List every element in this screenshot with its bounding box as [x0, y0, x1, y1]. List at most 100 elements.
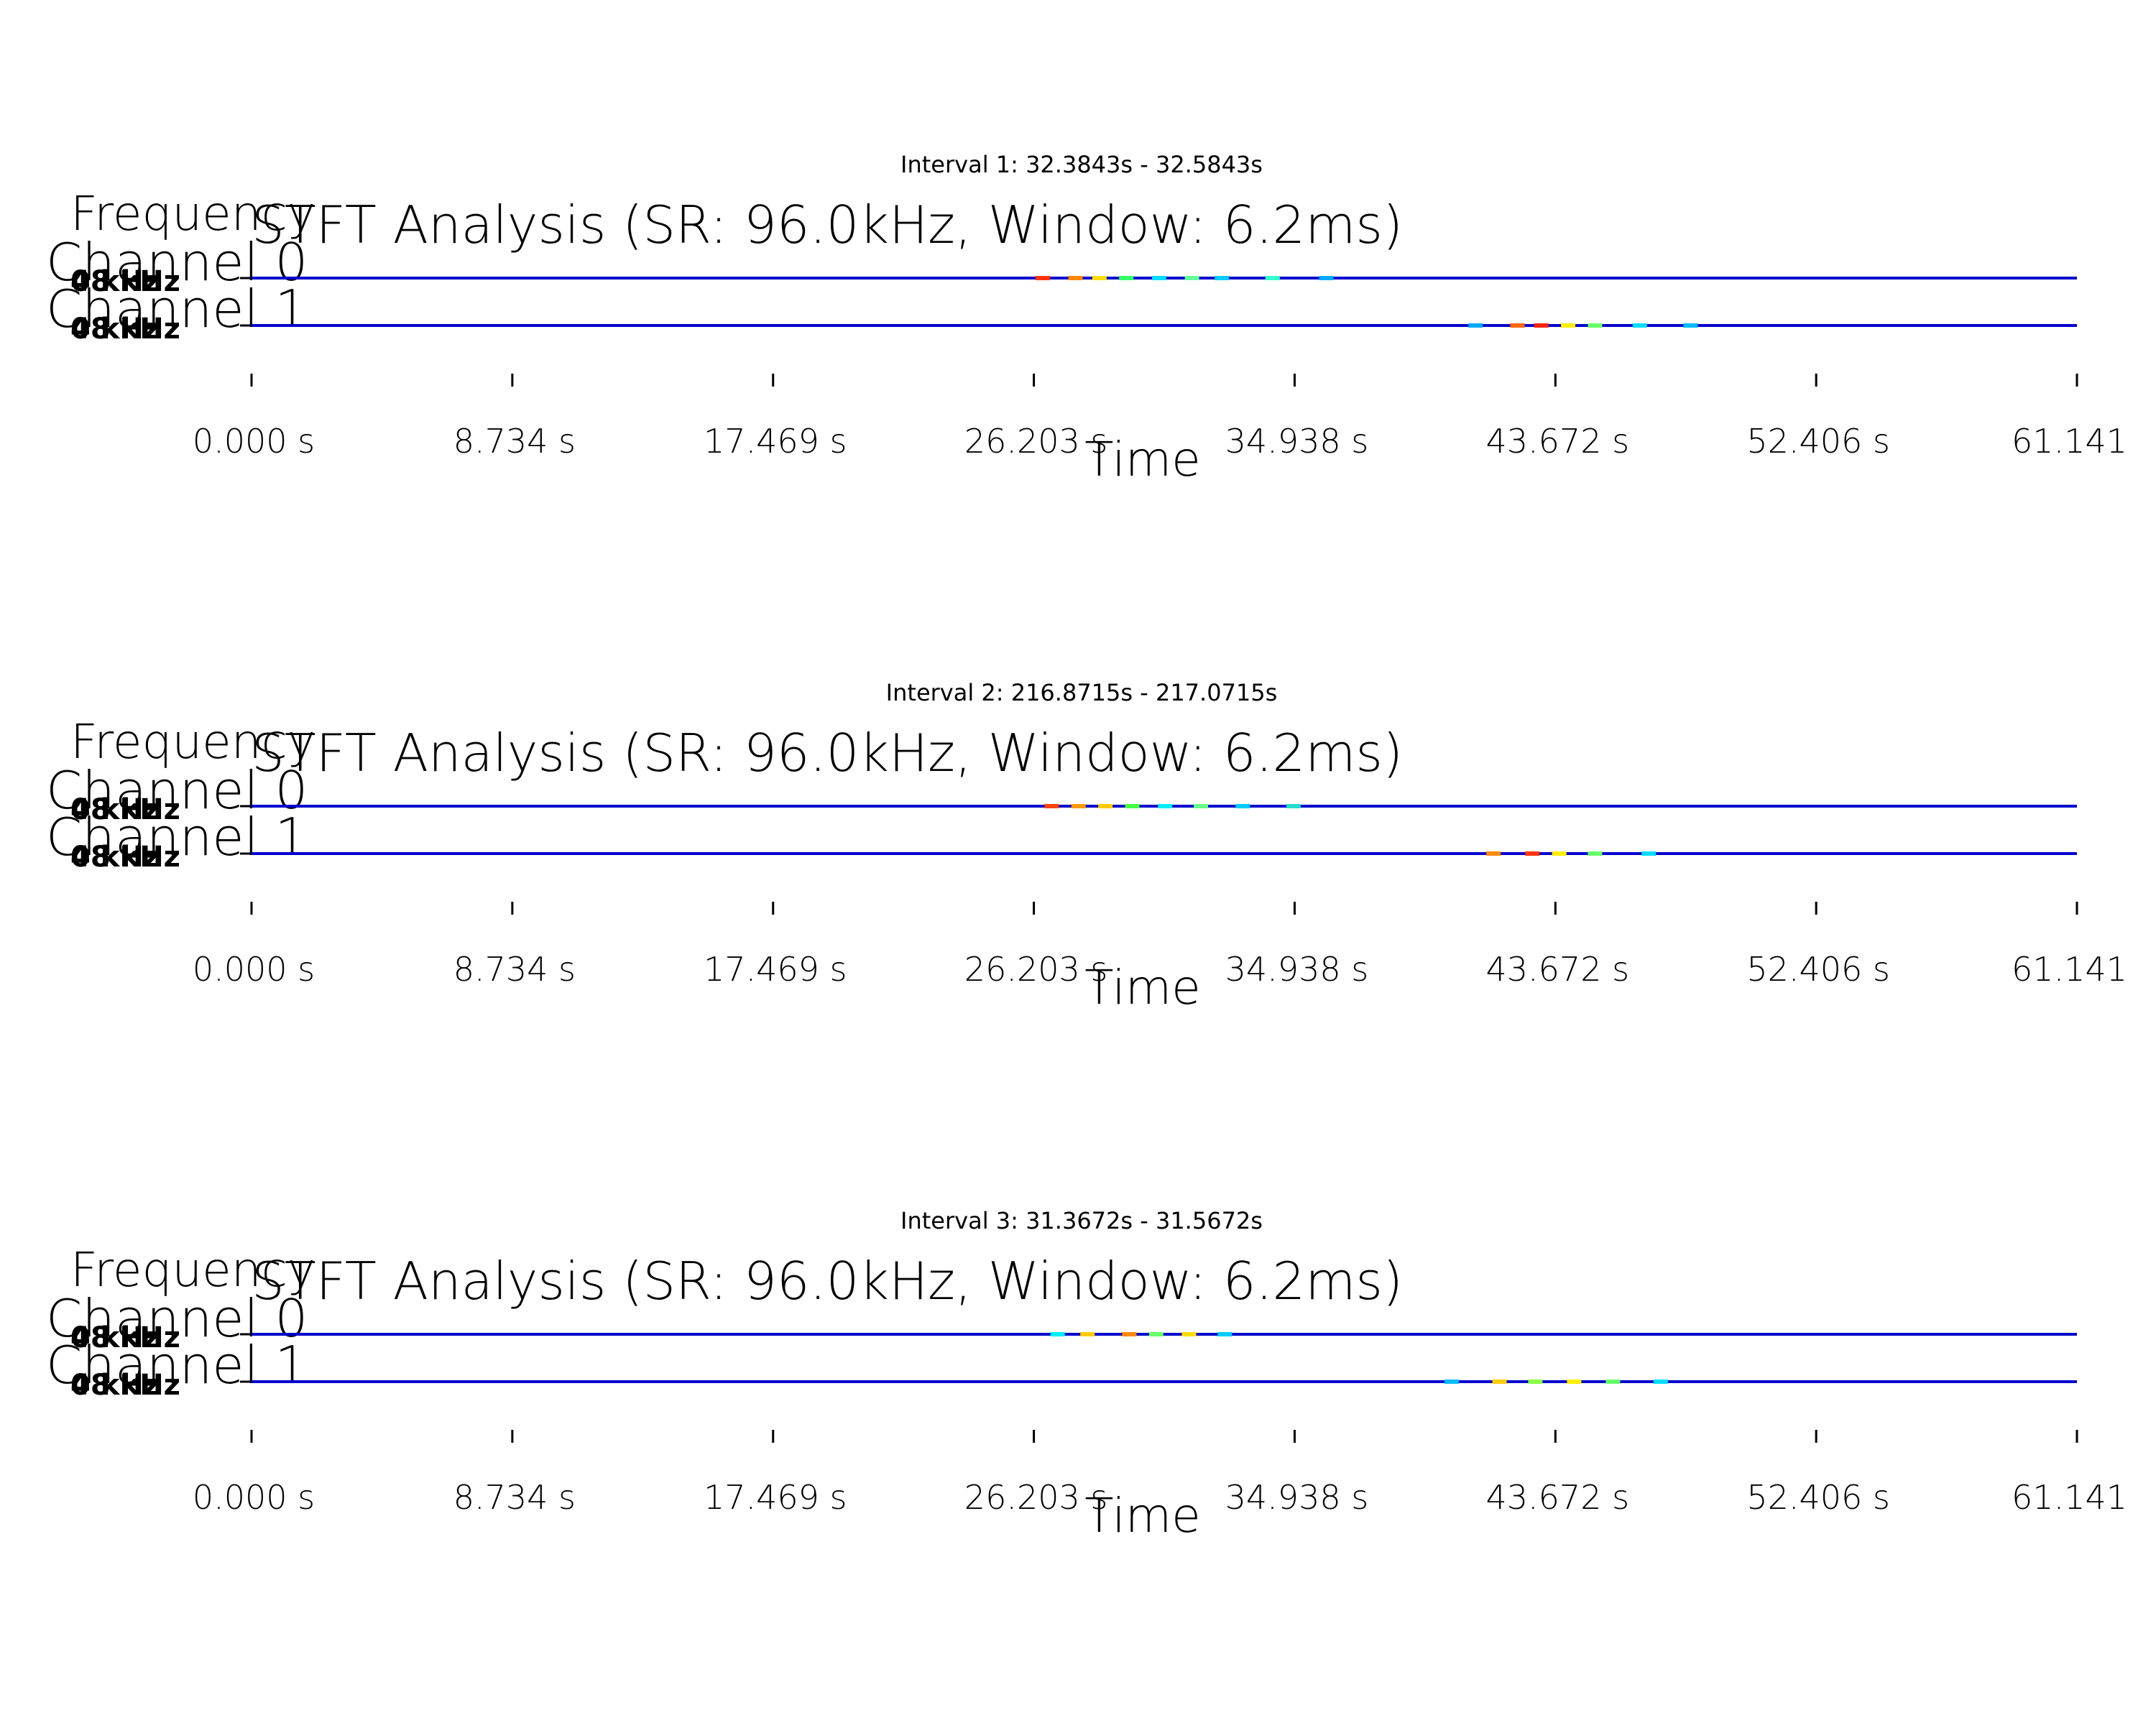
spectral-energy-mark	[1552, 851, 1567, 856]
frequency-tick-label: 0 kHz	[70, 313, 160, 346]
spectral-energy-mark	[1122, 1332, 1137, 1336]
spectral-energy-mark	[1235, 804, 1250, 808]
spectral-energy-mark	[1098, 804, 1113, 808]
frequency-tick-label: 0 kHz	[70, 265, 160, 298]
spectral-energy-mark	[1445, 1380, 1460, 1384]
chart-title: STFT Analysis (SR: 96.0kHz, Window: 6.2m…	[252, 195, 1403, 255]
spectral-energy-mark	[1044, 804, 1059, 808]
x-tick-label: 8.734 s	[453, 950, 576, 989]
x-tick-label: 0.000 s	[193, 422, 315, 461]
spectral-energy-mark	[1588, 323, 1603, 328]
spectral-energy-mark	[1525, 851, 1540, 856]
y-axis-label: Frequency	[70, 1242, 315, 1298]
spectral-energy-mark	[1148, 1332, 1164, 1336]
spectral-energy-mark	[1125, 804, 1140, 808]
spectral-energy-mark	[1683, 323, 1698, 328]
spectral-energy-mark	[1158, 804, 1173, 808]
spectral-energy-mark	[1319, 276, 1334, 280]
frequency-tick-label: 0 kHz	[70, 841, 160, 874]
channel-label: Channel 0	[46, 760, 308, 821]
channel-label: Channel 0	[46, 1288, 308, 1349]
x-tick-label: 43.672 s	[1486, 1478, 1630, 1517]
interval-title: Interval 2: 216.8715s - 217.0715s	[886, 679, 1278, 706]
x-tick-label: 43.672 s	[1486, 422, 1630, 461]
spectral-energy-mark	[1492, 1380, 1507, 1384]
spectral-energy-mark	[1632, 323, 1647, 328]
chart-title: STFT Analysis (SR: 96.0kHz, Window: 6.2m…	[252, 1251, 1403, 1311]
x-axis-label: Time	[1084, 432, 1201, 487]
spectral-energy-mark	[1215, 276, 1230, 280]
frequency-tick-label: 0 kHz	[70, 793, 160, 826]
x-tick-label: 34.938 s	[1225, 422, 1369, 461]
frequency-tick-label: 0 kHz	[70, 1369, 160, 1402]
spectral-energy-mark	[1653, 1380, 1668, 1384]
frequency-tick-label: 48 kHz	[70, 313, 180, 346]
spectral-energy-mark	[1151, 276, 1166, 280]
x-tick-label: 17.469 s	[704, 950, 847, 989]
channel-label: Channel 1	[46, 807, 308, 867]
channel-label: Channel 0	[46, 232, 308, 292]
chart-panel-2: Interval 2: 216.8715s - 217.0715s STFT An…	[46, 679, 2127, 1015]
spectral-energy-mark	[1534, 323, 1549, 328]
spectral-energy-mark	[1561, 323, 1576, 328]
x-tick-label: 8.734 s	[453, 422, 576, 461]
y-axis-label: Frequency	[70, 186, 315, 241]
x-tick-label: 17.469 s	[704, 1478, 847, 1517]
chart-title: STFT Analysis (SR: 96.0kHz, Window: 6.2m…	[252, 723, 1403, 783]
spectral-energy-mark	[1184, 276, 1199, 280]
chart-panel-1: Interval 1: 32.3843s - 32.5843s STFT Anal…	[46, 151, 2127, 487]
spectral-energy-mark	[1050, 1332, 1065, 1336]
x-tick-label: 52.406 s	[1746, 422, 1890, 461]
x-axis-label: Time	[1084, 960, 1201, 1015]
frequency-tick-label: 48 kHz	[70, 265, 180, 298]
spectral-energy-mark	[1035, 276, 1050, 280]
x-tick-label: 34.938 s	[1225, 1478, 1369, 1517]
y-axis-label: Frequency	[70, 714, 315, 770]
x-tick-label: 61.141	[2012, 1478, 2127, 1517]
x-tick-label: 17.469 s	[704, 422, 847, 461]
frequency-tick-label: 48 kHz	[70, 841, 180, 874]
x-tick-label: 26.203 s	[964, 1478, 1108, 1517]
spectral-energy-mark	[1567, 1380, 1582, 1384]
x-tick-label: 61.141	[2012, 950, 2127, 989]
spectral-energy-mark	[1194, 804, 1209, 808]
x-tick-label: 52.406 s	[1746, 950, 1890, 989]
spectral-energy-mark	[1468, 323, 1483, 328]
spectral-energy-mark	[1286, 804, 1301, 808]
spectral-energy-mark	[1068, 276, 1083, 280]
spectral-energy-mark	[1588, 851, 1603, 856]
spectral-energy-mark	[1080, 1332, 1095, 1336]
interval-title: Interval 3: 31.3672s - 31.5672s	[900, 1207, 1263, 1234]
x-tick-label: 52.406 s	[1746, 1478, 1890, 1517]
frequency-tick-label: 48 kHz	[70, 1369, 180, 1402]
interval-title: Interval 1: 32.3843s - 32.5843s	[900, 151, 1263, 178]
x-tick-label: 8.734 s	[453, 1478, 576, 1517]
chart-panel-3: Interval 3: 31.3672s - 31.5672s STFT Anal…	[46, 1207, 2127, 1543]
spectral-energy-mark	[1606, 1380, 1621, 1384]
x-tick-label: 26.203 s	[964, 422, 1108, 461]
x-tick-label: 26.203 s	[964, 950, 1108, 989]
x-tick-label: 0.000 s	[193, 950, 315, 989]
x-axis-label: Time	[1084, 1488, 1201, 1543]
spectral-energy-mark	[1510, 323, 1525, 328]
spectral-energy-mark	[1641, 851, 1657, 856]
channel-label: Channel 1	[46, 1335, 308, 1395]
spectral-energy-mark	[1265, 276, 1280, 280]
x-tick-label: 34.938 s	[1225, 950, 1369, 989]
spectral-energy-mark	[1071, 804, 1086, 808]
channel-label: Channel 1	[46, 279, 308, 339]
x-tick-label: 43.672 s	[1486, 950, 1630, 989]
spectral-energy-mark	[1119, 276, 1134, 280]
spectral-energy-mark	[1486, 851, 1501, 856]
spectral-energy-mark	[1181, 1332, 1197, 1336]
frequency-tick-label: 48 kHz	[70, 1321, 180, 1354]
frequency-tick-label: 48 kHz	[70, 793, 180, 826]
x-tick-label: 61.141	[2012, 422, 2127, 461]
frequency-tick-label: 0 kHz	[70, 1321, 160, 1354]
spectral-energy-mark	[1217, 1332, 1233, 1336]
x-tick-label: 0.000 s	[193, 1478, 315, 1517]
spectral-energy-mark	[1528, 1380, 1543, 1384]
spectral-energy-mark	[1092, 276, 1107, 280]
